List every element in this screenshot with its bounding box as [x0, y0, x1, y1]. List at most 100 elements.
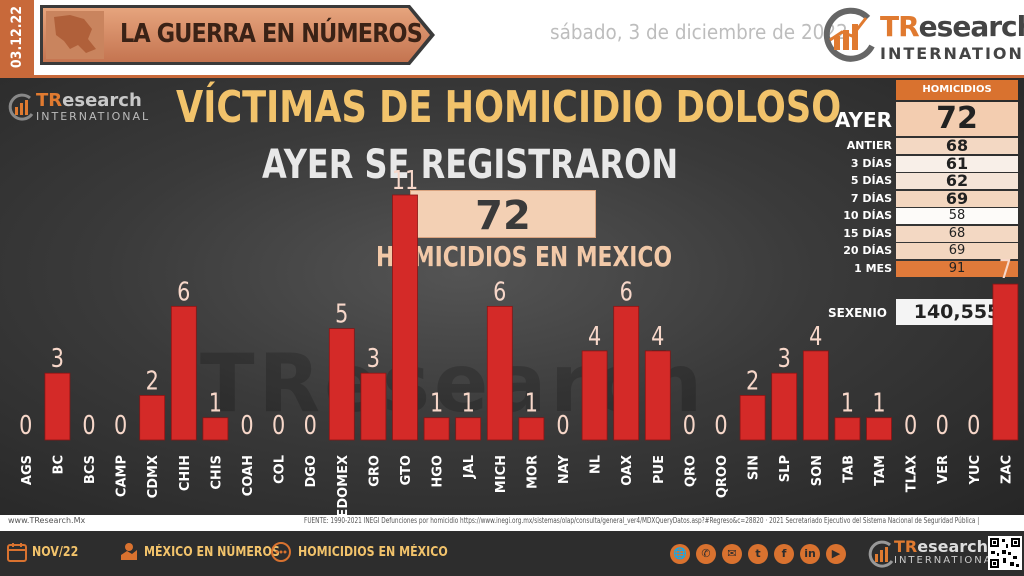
category-label: SLP	[778, 455, 793, 482]
bar-mor	[518, 417, 545, 441]
logo-small-esearch: esearch	[62, 90, 142, 111]
tresearch-logo-icon	[823, 7, 875, 62]
bar-value-label: 3	[367, 343, 380, 374]
bar-value-label: 3	[51, 343, 64, 374]
stats-row-value: 69	[896, 243, 1018, 259]
bar-value-label: 0	[304, 410, 317, 441]
footer-homicidios[interactable]: HOMICIDIOS EN MÉXICO	[298, 545, 448, 560]
bar-slp	[771, 372, 798, 441]
social-icon-2[interactable]: ✉	[722, 544, 742, 564]
bar-value-label: 0	[114, 410, 127, 441]
tresearch-logo-small: TResearch INTERNATIONAL	[8, 90, 148, 130]
social-icon-3[interactable]: t	[748, 544, 768, 564]
footer: NOV/22 MÉXICO EN NÚMEROS HOMICIDIOS EN M…	[0, 531, 1024, 576]
stats-row-label: 15 DÍAS	[843, 226, 892, 240]
bar-mich	[486, 305, 513, 441]
category-label: BCS	[83, 455, 98, 484]
stats-row-label: 10 DÍAS	[843, 209, 892, 222]
social-icon-0[interactable]: 🌐	[670, 544, 690, 564]
logo-international: INTERNATIONAL	[880, 44, 1024, 63]
bar-value-label: 0	[240, 410, 253, 441]
bar-value-label: 6	[620, 276, 633, 307]
footer-mexico-numeros[interactable]: MÉXICO EN NÚMEROS	[144, 545, 280, 560]
mexico-map-icon	[54, 15, 96, 53]
stats-row-value: 58	[896, 208, 1018, 224]
category-label: NL	[589, 455, 604, 474]
bar-value-label: 0	[936, 410, 949, 441]
tresearch-logo: TResearch INTERNATIONAL	[820, 4, 1024, 70]
category-label: YUC	[968, 455, 983, 486]
bar-value-label: 0	[82, 410, 95, 441]
category-label: AGS	[20, 455, 35, 485]
footer-period: NOV/22	[32, 545, 79, 560]
category-label: DGO	[304, 455, 319, 488]
stats-row-label: 20 DÍAS	[843, 244, 892, 257]
category-label: CHIH	[178, 455, 193, 491]
category-label: GRO	[367, 455, 382, 487]
big-number-box: 72	[410, 190, 596, 239]
stats-row-label: 3 DÍAS	[850, 156, 892, 170]
stats-row: 3 DÍAS 61	[798, 155, 1018, 172]
bar-value-label: 2	[746, 365, 759, 396]
bar-chart: 0 AGS 3 BC 0 BCS 0 CAMP 2 CDMX 6 CHIH 1 CHIS 0 COAH 0 COL…	[19, 165, 1019, 515]
header: 03.12.22 LA GUERRA EN NÚMEROS sábado, 3 …	[0, 0, 1024, 75]
stats-row-label: ANTIER	[846, 139, 892, 152]
banner-title: LA GUERRA EN NÚMEROS	[120, 19, 423, 49]
bar-edomex	[328, 328, 355, 441]
category-label: CHIS	[209, 455, 224, 490]
social-icon-1[interactable]: ✆	[696, 544, 716, 564]
category-label: VER	[936, 455, 951, 484]
website-link[interactable]: www.TResearch.Mx	[8, 516, 86, 525]
stats-row-label: AYER	[834, 108, 892, 132]
logo-foot-esearch: esearch	[917, 537, 989, 556]
category-label: MICH	[494, 455, 509, 493]
category-label: CAMP	[115, 455, 130, 497]
logo-foot-international: INTERNATIONAL	[894, 555, 1001, 566]
category-label: MOR	[525, 455, 540, 489]
date-vertical-text: 03.12.22	[9, 5, 25, 69]
bar-value-label: 3	[778, 343, 791, 374]
bar-bc	[44, 372, 71, 441]
logo-small-tr: TR	[36, 90, 63, 111]
bar-value-label: 4	[588, 321, 601, 352]
bar-value-label: 1	[462, 387, 475, 418]
bar-tam	[866, 417, 892, 441]
sexenio-label: SEXENIO	[828, 306, 887, 320]
stats-row: AYER 72	[798, 102, 1018, 136]
social-icon-4[interactable]: f	[774, 544, 794, 564]
stats-row-value: 72	[896, 102, 1018, 136]
bar-value-label: 0	[19, 410, 32, 441]
source-text: FUENTE: 1990-2021 INEGI Defunciones por …	[304, 516, 980, 525]
headline: VÍCTIMAS DE HOMICIDIO DOLOSO	[176, 82, 842, 133]
category-label: TAB	[841, 455, 856, 483]
bar-chis	[202, 417, 229, 441]
stats-row-value: 68	[896, 138, 1018, 154]
bar-value-label: 1	[525, 387, 538, 418]
qr-code-icon[interactable]	[988, 536, 1022, 570]
category-label: EDOMEX	[336, 455, 351, 515]
logo-foot-tr: TR	[894, 537, 918, 556]
bar-sin	[739, 395, 766, 441]
bar-value-label: 11	[392, 165, 418, 196]
bar-pue	[644, 350, 671, 441]
stats-row: ANTIER 68	[798, 138, 1018, 154]
stats-row-value: 61	[896, 155, 1018, 172]
social-icon-6[interactable]: ▶	[826, 544, 846, 564]
stats-row-label: 1 MES	[854, 261, 892, 275]
stats-header: HOMICIDIOS	[896, 80, 1018, 100]
category-label: ZAC	[999, 455, 1014, 484]
date-vertical-strip: 03.12.22	[0, 0, 34, 75]
category-label: QROO	[715, 455, 730, 498]
bar-zac	[992, 283, 1019, 441]
bar-value-label: 1	[430, 387, 443, 418]
category-label: SON	[810, 455, 825, 486]
category-label: QRO	[683, 455, 698, 487]
bar-hgo	[423, 417, 450, 441]
bar-chih	[170, 305, 197, 441]
bar-son	[802, 350, 829, 441]
bar-tab	[834, 417, 861, 441]
bar-value-label: 6	[493, 276, 506, 307]
tresearch-logo-small-icon	[8, 93, 34, 121]
tresearch-logo-footer-icon	[868, 540, 894, 568]
social-icon-5[interactable]: in	[800, 544, 820, 564]
